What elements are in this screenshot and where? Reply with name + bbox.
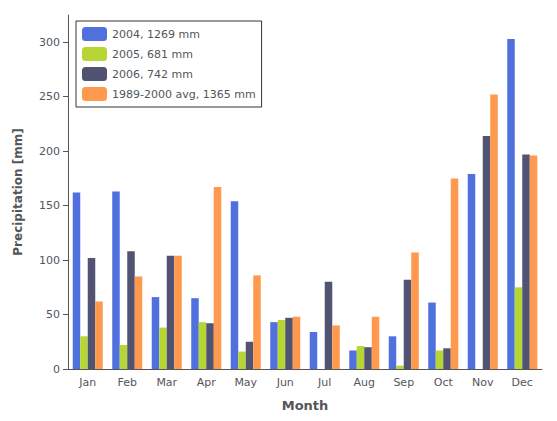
svg-text:100: 100: [39, 254, 60, 267]
svg-text:2006, 742 mm: 2006, 742 mm: [112, 68, 193, 81]
svg-text:Apr: Apr: [197, 376, 217, 389]
svg-text:Precipitation [mm]: Precipitation [mm]: [11, 128, 25, 255]
svg-text:Sep: Sep: [393, 376, 414, 389]
svg-text:Aug: Aug: [354, 376, 375, 389]
svg-text:1989-2000 avg, 1365 mm: 1989-2000 avg, 1365 mm: [112, 88, 256, 101]
svg-text:May: May: [234, 376, 257, 389]
svg-text:Jul: Jul: [317, 376, 331, 389]
svg-text:200: 200: [39, 145, 60, 158]
svg-text:Month: Month: [282, 398, 329, 413]
svg-text:Oct: Oct: [434, 376, 454, 389]
svg-text:Jun: Jun: [276, 376, 294, 389]
svg-text:50: 50: [46, 308, 60, 321]
svg-text:2004, 1269 mm: 2004, 1269 mm: [112, 28, 200, 41]
svg-text:Feb: Feb: [118, 376, 137, 389]
svg-text:150: 150: [39, 199, 60, 212]
svg-text:2005, 681 mm: 2005, 681 mm: [112, 48, 193, 61]
svg-text:Mar: Mar: [156, 376, 177, 389]
svg-text:250: 250: [39, 90, 60, 103]
svg-text:300: 300: [39, 36, 60, 49]
svg-text:Nov: Nov: [472, 376, 494, 389]
svg-text:Jan: Jan: [78, 376, 96, 389]
svg-text:Dec: Dec: [512, 376, 533, 389]
svg-text:0: 0: [53, 363, 60, 376]
